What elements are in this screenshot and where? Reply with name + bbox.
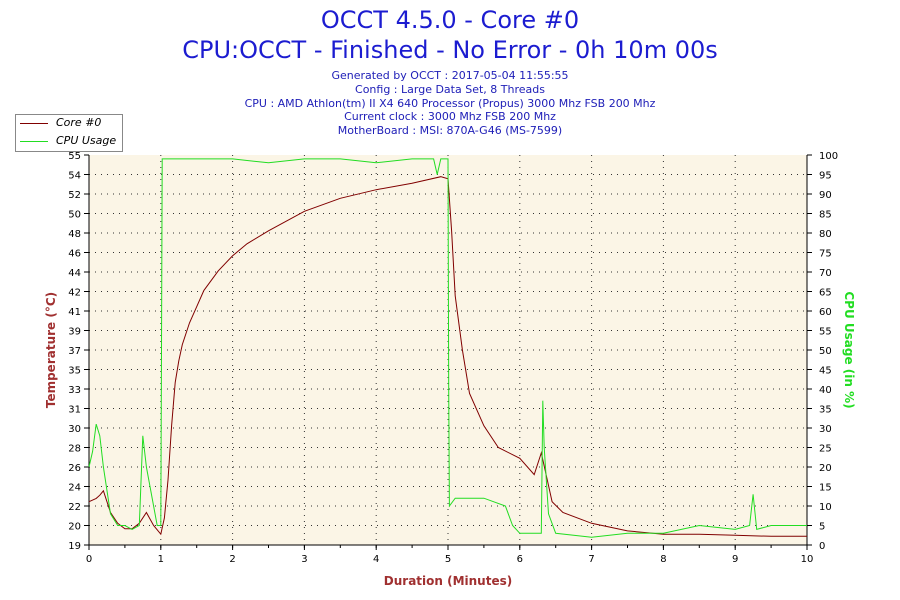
y-left-tick-label: 22 (68, 502, 81, 513)
legend-swatch-core0 (20, 123, 48, 124)
y-right-tick-label: 60 (819, 307, 832, 318)
x-tick-label: 1 (158, 554, 164, 565)
y-right-tick-label: 40 (819, 385, 832, 396)
chart-title: OCCT 4.5.0 - Core #0 (320, 6, 580, 34)
y-left-tick-label: 35 (68, 366, 81, 377)
x-tick-label: 8 (660, 554, 666, 565)
x-tick-label: 6 (517, 554, 523, 565)
y-left-tick-label: 50 (68, 210, 81, 221)
y-right-tick-label: 65 (819, 288, 832, 299)
y-right-tick-label: 10 (819, 502, 832, 513)
x-axis-label: Duration (Minutes) (384, 574, 512, 588)
legend: Core #0 CPU Usage (15, 114, 123, 152)
y-right-tick-label: 85 (819, 210, 832, 221)
y-left-tick-label: 19 (68, 541, 81, 552)
y-right-tick-label: 95 (819, 171, 832, 182)
info-generated: Generated by OCCT : 2017-05-04 11:55:55 (331, 69, 569, 82)
chart-subtitle: CPU:OCCT - Finished - No Error - 0h 10m … (182, 36, 718, 64)
y-left-tick-label: 52 (68, 190, 81, 201)
y-left-tick-label: 48 (68, 229, 81, 240)
y-right-tick-label: 70 (819, 268, 832, 279)
y-right-axis-label: CPU Usage (in %) (842, 291, 856, 408)
info-cpu: CPU : AMD Athlon(tm) II X4 640 Processor… (244, 96, 656, 110)
y-right-tick-label: 15 (819, 483, 832, 494)
y-left-tick-label: 41 (68, 307, 81, 318)
y-left-tick-label: 44 (68, 268, 81, 279)
y-left-tick-label: 37 (68, 346, 81, 357)
y-right-tick-label: 75 (819, 249, 832, 260)
y-left-tick-label: 33 (68, 385, 81, 396)
x-tick-label: 9 (732, 554, 738, 565)
legend-item-cpu-usage: CPU Usage (16, 133, 122, 149)
info-block: Generated by OCCT : 2017-05-04 11:55:55 … (0, 69, 900, 138)
info-clock: Current clock : 3000 Mhz FSB 200 Mhz (344, 110, 556, 124)
y-left-tick-label: 39 (68, 327, 81, 338)
y-right-tick-label: 0 (819, 541, 825, 552)
y-right-tick-label: 45 (819, 366, 832, 377)
x-tick-label: 3 (301, 554, 307, 565)
y-left-tick-label: 55 (68, 151, 81, 162)
x-tick-label: 2 (229, 554, 235, 565)
y-left-tick-label: 28 (68, 444, 81, 455)
y-left-tick-label: 42 (68, 288, 81, 299)
y-left-axis-label: Temperature (°C) (44, 292, 58, 408)
y-left-tick-label: 31 (68, 405, 81, 416)
info-config: Config : Large Data Set, 8 Threads (355, 82, 545, 96)
y-right-tick-label: 5 (819, 522, 825, 533)
y-right-tick-label: 50 (819, 346, 832, 357)
legend-swatch-cpu-usage (20, 141, 48, 142)
y-left-tick-label: 46 (68, 249, 81, 260)
series-line-cpu-usage (88, 158, 807, 538)
y-right-tick-label: 55 (819, 327, 832, 338)
y-right-tick-label: 25 (819, 444, 832, 455)
legend-item-core0: Core #0 (16, 115, 122, 131)
y-right-tick-label: 100 (819, 151, 838, 162)
legend-label-cpu-usage: CPU Usage (56, 134, 117, 147)
y-right-tick-label: 35 (819, 405, 832, 416)
x-tick-label: 4 (373, 554, 379, 565)
series-line-core0 (88, 176, 807, 537)
y-right-tick-label: 20 (819, 463, 832, 474)
y-left-tick-label: 54 (68, 171, 81, 182)
x-tick-label: 7 (588, 554, 594, 565)
y-left-tick-label: 20 (68, 522, 81, 533)
y-right-tick-label: 80 (819, 229, 832, 240)
info-motherboard: MotherBoard : MSI: 870A-G46 (MS-7599) (337, 124, 563, 138)
y-left-tick-label: 26 (68, 463, 81, 474)
legend-label-core0: Core #0 (56, 116, 102, 129)
x-tick-label: 5 (445, 554, 451, 565)
y-left-tick-label: 30 (68, 424, 81, 435)
x-tick-label: 0 (86, 554, 92, 565)
y-right-tick-label: 30 (819, 424, 832, 435)
y-left-tick-label: 24 (68, 483, 81, 494)
y-right-tick-label: 90 (819, 190, 832, 201)
x-tick-label: 10 (801, 554, 814, 565)
